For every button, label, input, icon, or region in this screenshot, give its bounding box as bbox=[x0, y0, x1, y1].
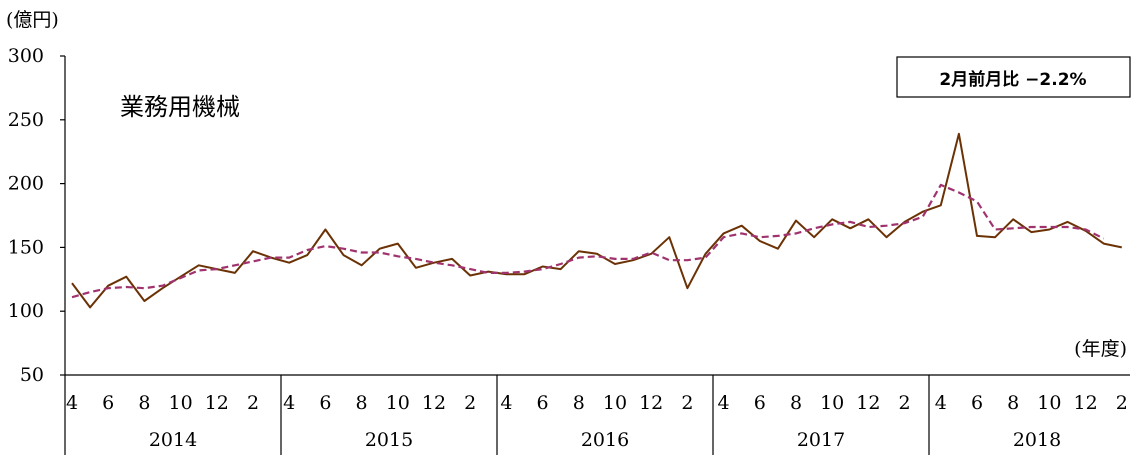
x-month-label: 8 bbox=[790, 392, 802, 414]
x-month-label: 8 bbox=[138, 392, 150, 414]
annotation-text: 2月前月比 −2.2% bbox=[939, 69, 1086, 90]
x-month-label: 10 bbox=[386, 392, 410, 414]
data-point-s1 bbox=[759, 236, 761, 238]
data-point-s1 bbox=[379, 252, 381, 254]
x-month-label: 2 bbox=[247, 392, 259, 414]
x-month-label: 4 bbox=[500, 392, 512, 414]
x-year-label: 2018 bbox=[1013, 429, 1061, 451]
x-month-label: 6 bbox=[537, 392, 549, 414]
x-month-label: 12 bbox=[1074, 392, 1098, 414]
x-month-label: 12 bbox=[639, 392, 663, 414]
x-month-label: 12 bbox=[422, 392, 446, 414]
x-month-label: 8 bbox=[573, 392, 585, 414]
x-year-label: 2017 bbox=[797, 429, 845, 451]
data-point-s1 bbox=[867, 226, 869, 228]
data-point-s1 bbox=[596, 255, 598, 257]
y-tick-label: 250 bbox=[8, 109, 44, 131]
x-month-label: 2 bbox=[681, 392, 693, 414]
x-month-label: 10 bbox=[820, 392, 844, 414]
x-month-label: 12 bbox=[856, 392, 880, 414]
chart-title: 業務用機械 bbox=[120, 93, 240, 121]
x-month-label: 6 bbox=[319, 392, 331, 414]
x-month-label: 2 bbox=[899, 392, 911, 414]
x-month-label: 4 bbox=[283, 392, 295, 414]
x-month-label: 10 bbox=[603, 392, 627, 414]
y-axis-ticks: 300 250 200 150 100 50 bbox=[8, 45, 65, 386]
x-year-label: 2016 bbox=[581, 429, 629, 451]
x-month-label: 12 bbox=[205, 392, 229, 414]
annotation-box bbox=[896, 56, 1131, 98]
y-tick-label: 150 bbox=[8, 236, 44, 258]
series-layer bbox=[71, 132, 1123, 309]
x-month-label: 6 bbox=[102, 392, 114, 414]
x-month-label: 2 bbox=[1116, 392, 1128, 414]
data-point-s1 bbox=[324, 245, 326, 247]
data-point-s1 bbox=[198, 269, 200, 271]
y-axis-unit-label: (億円) bbox=[6, 9, 59, 31]
data-line-solid bbox=[71, 132, 1123, 309]
data-point-s1 bbox=[542, 268, 544, 270]
x-year-label: 2015 bbox=[365, 429, 413, 451]
y-tick-label: 300 bbox=[8, 45, 44, 67]
x-month-label: 6 bbox=[971, 392, 983, 414]
x-axis-unit-label: (年度) bbox=[1074, 338, 1127, 360]
x-month-label: 4 bbox=[935, 392, 947, 414]
y-tick-label: 50 bbox=[20, 364, 44, 386]
data-point-s1 bbox=[976, 200, 978, 202]
x-year-label: 2014 bbox=[149, 429, 197, 451]
x-month-label: 2 bbox=[464, 392, 476, 414]
y-tick-label: 100 bbox=[8, 300, 44, 322]
x-month-label: 10 bbox=[1037, 392, 1061, 414]
data-point-s1 bbox=[813, 227, 815, 229]
x-month-label: 6 bbox=[754, 392, 766, 414]
y-tick-label: 200 bbox=[8, 173, 44, 195]
x-month-label: 4 bbox=[66, 392, 78, 414]
trend-line-dashed bbox=[71, 183, 1105, 299]
x-month-label: 4 bbox=[718, 392, 730, 414]
x-month-label: 10 bbox=[169, 392, 193, 414]
x-month-label: 8 bbox=[356, 392, 368, 414]
x-month-label: 8 bbox=[1007, 392, 1019, 414]
plot-area bbox=[64, 56, 1130, 376]
data-point-s1 bbox=[1048, 226, 1050, 228]
